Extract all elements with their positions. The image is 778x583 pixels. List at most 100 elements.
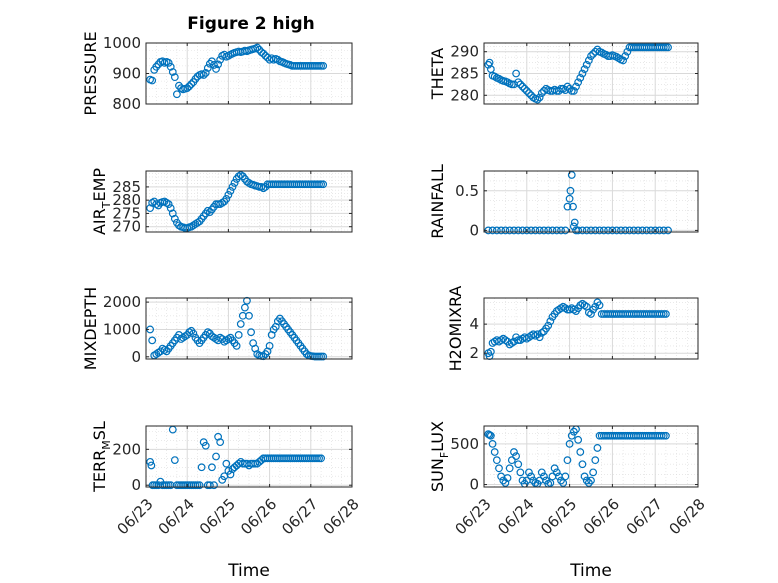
x-tick-label: 06/23 <box>113 495 156 538</box>
data-point <box>561 226 570 235</box>
data-point <box>243 296 251 305</box>
data-point <box>516 80 525 89</box>
data-point <box>147 461 156 470</box>
data-point <box>591 302 600 311</box>
data-point <box>216 438 225 447</box>
data-point <box>247 328 255 337</box>
data-point <box>625 226 634 235</box>
data-point <box>195 481 204 490</box>
data-point <box>552 226 561 235</box>
data-point <box>319 61 328 70</box>
data-point <box>236 320 245 328</box>
data-point <box>572 82 580 91</box>
data-point <box>164 200 173 209</box>
data-point <box>638 226 647 235</box>
data-point <box>512 69 520 78</box>
data-point <box>210 481 218 490</box>
y-axis-label: TERRMSL <box>90 421 113 493</box>
data-point <box>621 52 630 60</box>
data-point <box>563 456 572 465</box>
y-tick-label: 500 <box>450 435 479 453</box>
data-point <box>629 226 638 235</box>
data-point <box>486 347 495 356</box>
data-point <box>492 226 501 235</box>
data-point <box>569 202 577 211</box>
data-point <box>662 431 670 440</box>
data-point <box>548 226 557 235</box>
data-point <box>608 226 617 235</box>
data-point <box>212 65 220 73</box>
data-point <box>197 463 206 472</box>
data-point <box>168 68 177 76</box>
data-point <box>189 329 198 338</box>
axes-box <box>145 170 353 233</box>
axes-box <box>483 425 699 488</box>
y-axis-label: SUNFLUX <box>428 421 451 492</box>
data-point <box>574 78 583 87</box>
data-point <box>505 226 514 235</box>
data-point <box>659 226 668 235</box>
data-point <box>203 206 212 215</box>
x-tick-label: 06/25 <box>196 495 239 538</box>
data-point <box>514 226 523 235</box>
data-point <box>170 214 179 223</box>
data-point <box>185 82 194 91</box>
data-point <box>152 62 161 71</box>
data-point <box>170 456 179 464</box>
y-axis-label: PRESSURE <box>81 31 100 115</box>
data-point <box>185 328 194 337</box>
data-point <box>216 333 225 342</box>
axes-box <box>145 297 353 360</box>
data-point <box>533 95 542 104</box>
y-tick-label: 285 <box>112 178 141 196</box>
data-point <box>567 431 576 440</box>
data-point <box>569 427 578 436</box>
data-point <box>659 43 668 52</box>
data-point <box>512 452 520 460</box>
x-tick-label: 06/24 <box>494 495 537 538</box>
data-point <box>505 464 514 473</box>
data-point <box>574 226 583 235</box>
data-point <box>222 459 231 468</box>
data-point <box>230 179 239 187</box>
data-point <box>623 47 632 56</box>
y-tick-label: 0 <box>469 221 479 239</box>
data-point <box>160 346 169 354</box>
data-point <box>232 341 241 350</box>
data-point <box>561 472 570 481</box>
data-point <box>224 335 233 343</box>
data-point <box>657 431 666 440</box>
data-point <box>222 194 231 203</box>
data-point <box>485 431 494 439</box>
y-axis-label: THETA <box>428 48 447 100</box>
data-point <box>576 73 585 82</box>
y-tick-label: 800 <box>112 95 141 113</box>
data-point <box>537 89 546 98</box>
data-point <box>265 341 274 350</box>
data-point <box>527 226 535 235</box>
data-point <box>566 186 575 195</box>
data-point <box>651 226 660 235</box>
data-point <box>659 310 668 318</box>
data-point <box>164 58 173 67</box>
data-point <box>205 481 214 490</box>
data-point <box>642 226 651 235</box>
data-point <box>212 452 220 461</box>
data-point <box>486 431 495 440</box>
y-tick-label: 275 <box>112 204 141 222</box>
y-tick-label: 4 <box>469 315 479 333</box>
data-point <box>175 221 183 230</box>
data-point <box>492 456 501 465</box>
data-point <box>544 321 553 330</box>
data-point <box>537 468 546 477</box>
data-point <box>569 222 578 231</box>
data-point <box>580 65 589 74</box>
data-point <box>634 226 642 235</box>
data-point <box>587 52 595 60</box>
data-point <box>567 87 576 95</box>
y-tick-label: 2000 <box>103 293 141 311</box>
data-point <box>488 226 497 235</box>
